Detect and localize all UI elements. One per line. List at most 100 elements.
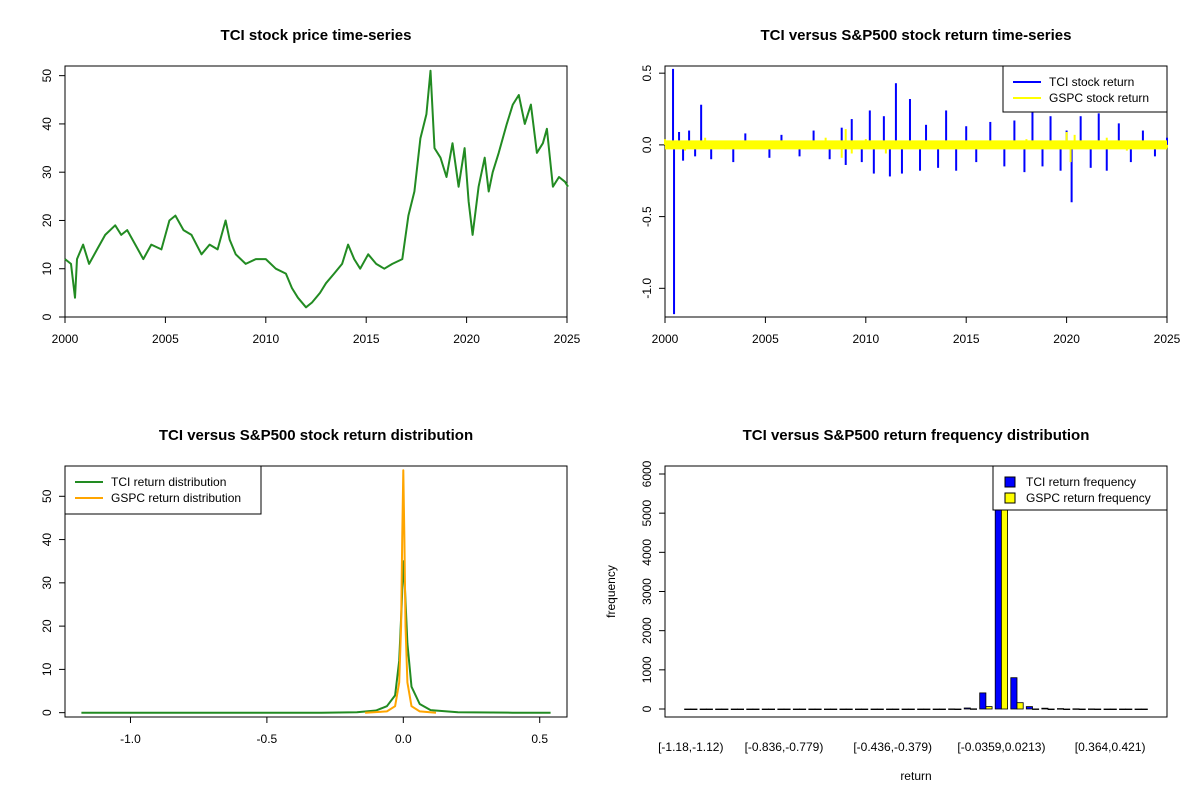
bar: [1109, 708, 1117, 711]
bar: [845, 708, 853, 711]
series-line-tci-return-distribution: [81, 560, 551, 714]
bar: [1057, 708, 1065, 710]
bar: [1016, 702, 1024, 710]
bar: [792, 708, 800, 711]
bar: [963, 707, 971, 710]
series-gspc-stock-return: [664, 129, 1168, 163]
y-axis-label: frequency: [604, 565, 618, 618]
bar: [1047, 708, 1055, 711]
series-line-tci-stock-price: [64, 69, 569, 309]
bar: [690, 708, 698, 711]
bar: [1088, 708, 1096, 710]
bar: [737, 708, 745, 711]
bar: [979, 692, 987, 710]
y-tick-label: 20: [40, 213, 54, 227]
bar: [1032, 708, 1040, 710]
y-tick-label: 4000: [640, 539, 654, 566]
bar: [861, 708, 869, 711]
bar: [1078, 708, 1086, 711]
chart-title-4: TCI versus S&P500 return frequency distr…: [743, 427, 1090, 444]
x-tick-label: 2000: [52, 332, 79, 346]
legend-box: [992, 465, 1168, 511]
bar: [783, 708, 791, 711]
y-tick-label: -1.0: [640, 278, 654, 299]
x-tick-label: 2020: [453, 332, 480, 346]
y-tick-label: 0: [40, 709, 54, 716]
bar: [699, 708, 707, 711]
legend-label: GSPC stock return: [1049, 91, 1149, 105]
legend-label: GSPC return distribution: [111, 491, 241, 505]
y-tick-label: 30: [40, 165, 54, 179]
bar: [721, 708, 729, 711]
chart-title-2: TCI versus S&P500 stock return time-seri…: [761, 27, 1072, 44]
x-tick-label: 2015: [353, 332, 380, 346]
bar: [917, 708, 925, 711]
legend-box: [1002, 65, 1168, 113]
bar: [901, 708, 909, 711]
bar: [970, 708, 978, 710]
bar: [1140, 708, 1148, 711]
bar: [1103, 708, 1111, 711]
y-tick-label: 2000: [640, 617, 654, 644]
chart-title-3: TCI versus S&P500 stock return distribut…: [159, 427, 473, 444]
x-tick-label: 2025: [554, 332, 581, 346]
x-tick-label: [-0.836,-0.779): [745, 740, 824, 754]
bar: [1119, 708, 1127, 711]
x-tick-label: -1.0: [120, 732, 141, 746]
chart-title-1: TCI stock price time-series: [221, 27, 412, 44]
x-tick-label: -0.5: [257, 732, 278, 746]
y-tick-label: 30: [40, 576, 54, 590]
x-tick-label: 2025: [1154, 332, 1181, 346]
y-tick-label: 10: [40, 262, 54, 276]
y-tick-label: 50: [40, 69, 54, 83]
bar: [907, 708, 915, 711]
x-tick-label: 2010: [852, 332, 879, 346]
plot-frame-3: [64, 465, 568, 718]
y-tick-label: 40: [40, 533, 54, 547]
y-tick-label: -0.5: [640, 206, 654, 227]
x-tick-label: 2015: [953, 332, 980, 346]
x-tick-label: [-0.436,-0.379): [853, 740, 932, 754]
legend-label: TCI return distribution: [111, 475, 226, 489]
x-axis-label: return: [900, 769, 931, 783]
legend-swatch: [1004, 492, 1016, 504]
bar: [705, 708, 713, 711]
bar: [1134, 708, 1142, 711]
bar: [799, 708, 807, 711]
legend-label: GSPC return frequency: [1026, 491, 1151, 505]
y-tick-label: 5000: [640, 499, 654, 526]
bar: [870, 708, 878, 711]
x-tick-label: 2010: [252, 332, 279, 346]
bar: [938, 708, 946, 711]
y-tick-label: 40: [40, 117, 54, 131]
legend-box: [64, 465, 262, 515]
plot-frame-1: [64, 65, 568, 318]
bar: [1041, 707, 1049, 710]
legend-label: TCI return frequency: [1026, 475, 1136, 489]
x-tick-label: [-1.18,-1.12): [658, 740, 723, 754]
bar: [814, 708, 822, 711]
y-tick-label: 0.0: [640, 136, 654, 153]
x-tick-label: 2005: [152, 332, 179, 346]
bar: [768, 708, 776, 711]
y-tick-label: 3000: [640, 578, 654, 605]
bar: [824, 708, 832, 711]
x-tick-label: 0.0: [395, 732, 412, 746]
y-tick-label: 0: [640, 705, 654, 712]
bar: [892, 708, 900, 711]
bar: [715, 708, 723, 711]
bar: [886, 708, 894, 711]
y-tick-label: 0.5: [640, 65, 654, 82]
bar: [1063, 708, 1071, 711]
bar: [830, 708, 838, 711]
bar: [855, 708, 863, 711]
bar: [1125, 708, 1133, 711]
bar: [730, 708, 738, 711]
bar: [923, 708, 931, 711]
bar: [761, 708, 769, 711]
x-tick-label: 0.5: [531, 732, 548, 746]
x-tick-label: [-0.0359,0.0213): [957, 740, 1045, 754]
bar: [746, 708, 754, 711]
x-tick-label: 2005: [752, 332, 779, 346]
